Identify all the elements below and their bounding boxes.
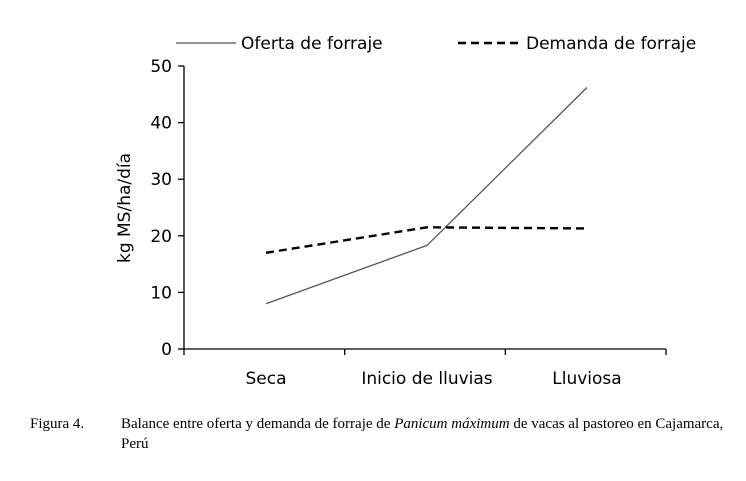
x-tick-label: Lluviosa bbox=[552, 369, 621, 389]
y-tick-label: 0 bbox=[161, 340, 172, 360]
caption-species: Panicum máximum bbox=[394, 416, 510, 432]
y-tick-label: 30 bbox=[150, 170, 172, 190]
caption-text: Balance entre oferta y demanda de forraj… bbox=[121, 414, 726, 454]
y-tick-label: 20 bbox=[150, 227, 172, 247]
y-axis-label: kg MS/ha/día bbox=[115, 153, 135, 263]
legend-label-oferta: Oferta de forraje bbox=[241, 34, 383, 54]
series-layer bbox=[265, 87, 588, 305]
series-line-oferta bbox=[265, 87, 588, 305]
x-tick-label: Inicio de lluvias bbox=[361, 369, 492, 389]
x-axis: Seca Inicio de lluvias Lluviosa bbox=[183, 348, 667, 389]
legend-label-demanda: Demanda de forraje bbox=[526, 34, 696, 54]
caption-text-start: Balance entre oferta y demanda de forraj… bbox=[121, 416, 395, 432]
chart: Oferta de forraje Demanda de forraje kg … bbox=[115, 34, 696, 389]
caption-label: Figura 4. bbox=[30, 416, 85, 432]
x-tick-label: Seca bbox=[245, 369, 286, 389]
legend: Oferta de forraje Demanda de forraje bbox=[176, 34, 696, 54]
series-line-demanda bbox=[265, 226, 588, 254]
y-tick-label: 10 bbox=[150, 283, 172, 303]
y-tick-label: 50 bbox=[150, 57, 172, 77]
caption-text-end: de vacas al pastoreo en Cajamarca, Perú bbox=[121, 416, 724, 452]
y-axis: 0 10 20 30 40 50 bbox=[150, 57, 185, 360]
y-tick-label: 40 bbox=[150, 114, 172, 134]
